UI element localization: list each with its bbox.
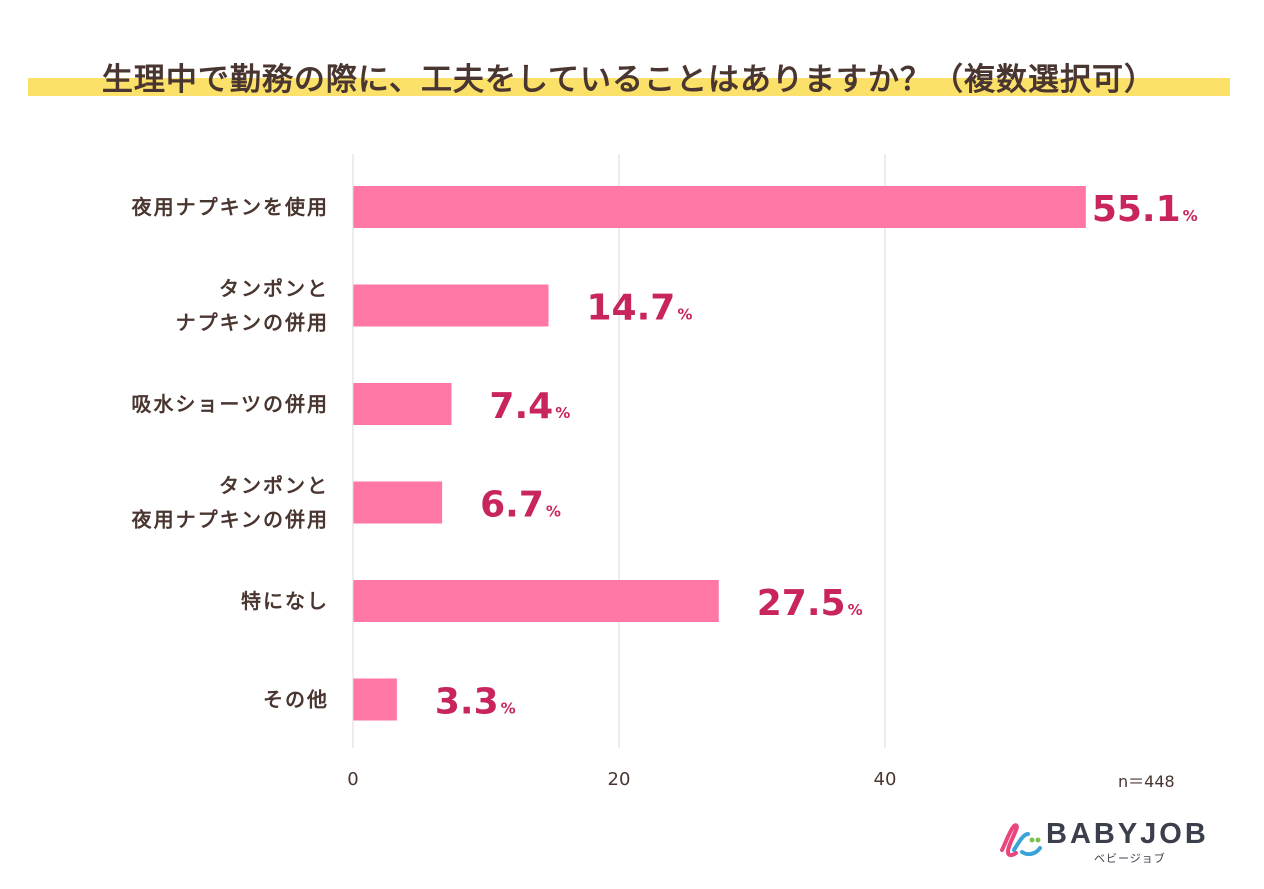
category-label: 夜用ナプキンの併用 <box>131 508 329 532</box>
bar-4 <box>353 580 719 622</box>
bar-2 <box>353 383 452 425</box>
category-label: ナプキンの併用 <box>176 311 329 335</box>
category-label: 吸水ショーツの併用 <box>131 392 329 416</box>
bar-5 <box>353 678 397 721</box>
value-label: 3.3 <box>435 682 499 723</box>
value-label: 55.1 <box>1092 189 1181 230</box>
bar-1 <box>353 284 549 327</box>
category-label: その他 <box>263 688 329 712</box>
brand-name: BABYJOB <box>1046 818 1209 850</box>
title-highlight <box>28 78 1230 96</box>
x-tick-label: 0 <box>347 769 358 790</box>
bar-0 <box>353 186 1086 228</box>
value-label: 27.5 <box>757 583 846 624</box>
value-unit: % <box>501 700 516 718</box>
sample-size-note: n＝448 <box>1118 772 1175 791</box>
value-unit: % <box>1183 207 1198 225</box>
title-area: 生理中で勤務の際に、工夫をしていることはありますか？（複数選択可） <box>28 50 1230 102</box>
category-label: 夜用ナプキンを使用 <box>131 195 329 219</box>
value-unit: % <box>848 601 863 619</box>
category-label: タンポンと <box>219 474 329 498</box>
category-label: タンポンと <box>219 277 329 301</box>
value-unit: % <box>555 404 570 422</box>
x-tick-label: 20 <box>608 769 631 790</box>
category-label: 特になし <box>241 589 329 613</box>
value-unit: % <box>546 503 561 521</box>
value-label: 7.4 <box>489 386 553 427</box>
babyjob-logo-icon <box>1000 823 1042 858</box>
bar-3 <box>353 481 443 524</box>
x-tick-label: 40 <box>874 769 897 790</box>
brand-logo: BABYJOB ベビージョブ <box>996 816 1216 866</box>
chart-title: 生理中で勤務の際に、工夫をしていることはありますか？（複数選択可） <box>101 62 1157 98</box>
value-unit: % <box>677 306 692 324</box>
value-label: 14.7 <box>587 288 676 329</box>
value-label: 6.7 <box>480 485 544 526</box>
brand-kana: ベビージョブ <box>1094 852 1166 865</box>
